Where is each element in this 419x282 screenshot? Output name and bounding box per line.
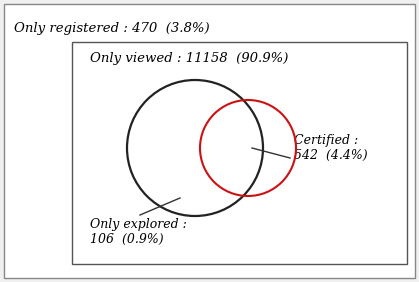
- Text: Only explored :
106  (0.9%): Only explored : 106 (0.9%): [90, 218, 187, 246]
- Text: Only registered : 470  (3.8%): Only registered : 470 (3.8%): [14, 22, 210, 35]
- Text: Only viewed : 11158  (90.9%): Only viewed : 11158 (90.9%): [90, 52, 288, 65]
- Text: Certified :
542  (4.4%): Certified : 542 (4.4%): [294, 134, 367, 162]
- Bar: [72, 42, 407, 264]
